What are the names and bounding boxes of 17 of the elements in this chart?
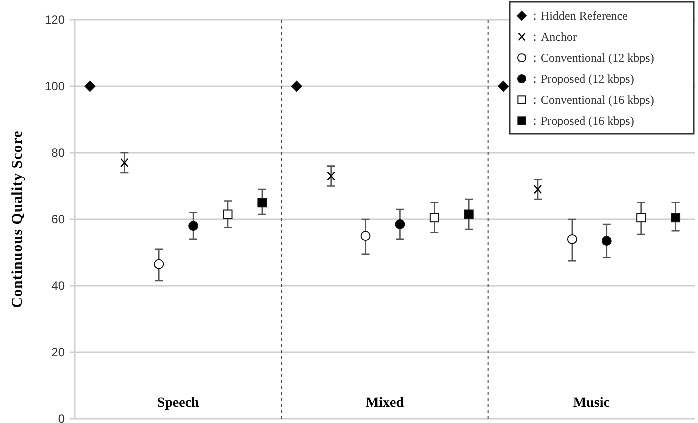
x-tick-label: Speech [157,396,200,411]
y-tick-label: 40 [52,279,66,294]
x-tick-label: Music [573,396,610,411]
y-tick-label: 100 [44,80,66,94]
y-tick-label: 0 [58,412,66,423]
y-tick-label: 120 [44,13,66,28]
y-tick-label: 20 [52,346,66,360]
legend-label: ：Anchor [529,30,577,44]
legend-label: ：Proposed (12 kbps) [529,72,634,86]
y-tick-label: 60 [52,212,66,227]
y-axis-title: Continuous Quality Score [10,130,26,308]
x-tick-label: Mixed [366,396,404,411]
legend-label: ：Proposed (16 kbps) [529,114,634,128]
legend-label: ：Conventional (12 kbps) [529,51,654,66]
legend-label: ：Conventional (16 kbps) [529,93,654,108]
legend-label: ：Hidden Reference [529,9,628,24]
y-tick-label: 80 [52,146,66,160]
